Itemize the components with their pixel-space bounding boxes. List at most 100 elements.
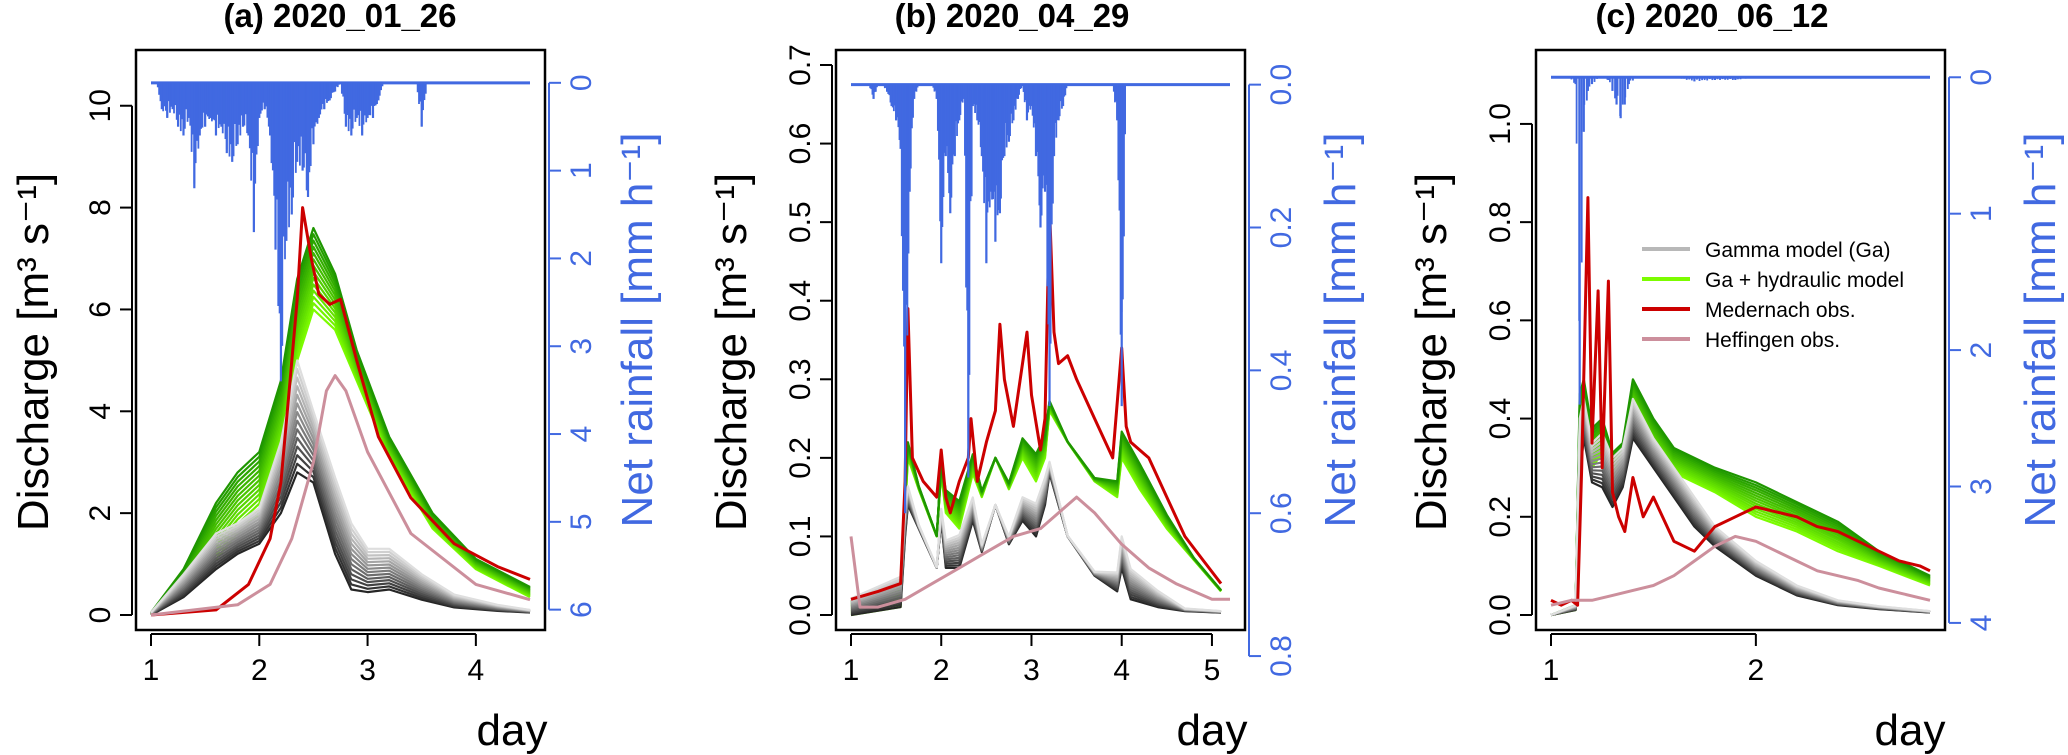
- panel-b-y2-tick-label-0.4: 0.4: [1265, 349, 1298, 391]
- panel-c-observations: [1550, 196, 1931, 607]
- panel-a-hydraulic-member-14: [150, 226, 531, 614]
- panel-c-y2-tick-label-4: 4: [1965, 615, 1998, 632]
- panel-b-y-tick-label-0.3: 0.3: [784, 358, 817, 400]
- panel-a-rainfall-bars: [151, 81, 530, 382]
- panel-c-plot-frame: [1534, 48, 1947, 632]
- panel-c-y-label: Discharge [m³ s⁻¹]: [1407, 173, 1456, 531]
- legend-medernach-label: Medernach obs.: [1705, 299, 1856, 322]
- panel-b-y2-label: Net rainfall [mm h⁻¹]: [1316, 133, 1365, 528]
- panel-a-y2-tick-label-5: 5: [565, 513, 598, 530]
- panel-a-y2-tick-label-6: 6: [565, 601, 598, 618]
- panel-c-y2-axis: 0 1 2 3 4: [1948, 69, 1998, 632]
- panel-a-heffingen-line: [150, 374, 531, 617]
- panel-b-x-tick-label-3: 3: [1023, 654, 1040, 687]
- panel-a-y-tick-label-4: 4: [84, 403, 117, 420]
- panel-b-y-tick-label-0: 0.0: [784, 594, 817, 636]
- panel-a-y2-tick-label-0: 0: [565, 74, 598, 91]
- panel-c-x-tick-label-2: 2: [1748, 654, 1765, 687]
- panel-a-y-tick-label-2: 2: [84, 505, 117, 522]
- panel-b-y2-tick-label-0.6: 0.6: [1265, 492, 1298, 534]
- panel-a-gamma-member-6: [150, 428, 531, 615]
- panel-c-y2-tick-label-2: 2: [1965, 342, 1998, 359]
- panel-a-x-axis: 1 2 3 4: [143, 633, 485, 687]
- panel-b-x-tick-label-2: 2: [933, 654, 950, 687]
- panel-a-x-label: day: [477, 706, 548, 755]
- panel-c-medernach-line: [1550, 196, 1931, 607]
- panel-c-y2-tick-label-1: 1: [1965, 205, 1998, 222]
- panel-c-y2-tick-label-3: 3: [1965, 478, 1998, 495]
- legend-gamma-label: Gamma model (Ga): [1705, 239, 1891, 262]
- panel-c-title: (c) 2020_06_12: [1595, 0, 1828, 34]
- panel-b-y-tick-label-0.6: 0.6: [784, 123, 817, 165]
- panel-a-y-tick-label-0: 0: [84, 607, 117, 624]
- panel-a-gamma-member-7: [150, 419, 531, 615]
- panel-c-rainfall-bars: [1551, 75, 1930, 405]
- panel-a-ensembles: [150, 226, 531, 616]
- panel-c-y-tick-label-0.2: 0.2: [1484, 496, 1517, 538]
- panel-b-rainfall-bars: [851, 83, 1230, 514]
- panel-a-y2-tick-label-1: 1: [565, 162, 598, 179]
- panel-a-x-tick-label-2: 2: [251, 654, 268, 687]
- panel-b-y-axis: 0.0 0.1 0.2 0.3 0.4 0.5 0.6 0.7: [784, 44, 833, 636]
- panel-b-gamma-member-14: [850, 460, 1222, 613]
- panel-a-x-tick-label-1: 1: [143, 654, 160, 687]
- panel-b-y-tick-label-0.5: 0.5: [784, 201, 817, 243]
- panel-a-gamma-member-13: [150, 367, 531, 614]
- panel-b-y-tick-label-0.2: 0.2: [784, 437, 817, 479]
- panel-c-y-tick-label-0.8: 0.8: [1484, 201, 1517, 243]
- panel-c-y-axis: 0.0 0.2 0.4 0.6 0.8 1.0: [1484, 103, 1533, 636]
- panel-a-y2-tick-label-2: 2: [565, 250, 598, 267]
- panel-a-gamma-member-5: [150, 436, 531, 616]
- panel-c-y2-tick-label-0: 0: [1965, 69, 1998, 86]
- panel-a-y2-axis: 0 1 2 3 4 5 6: [548, 74, 598, 618]
- legend: Gamma model (Ga) Ga + hydraulic model Me…: [1642, 239, 1904, 352]
- panel-a-y-tick-label-10: 10: [84, 89, 117, 122]
- panel-a-x-tick-label-3: 3: [359, 654, 376, 687]
- panel-a-observations: [150, 206, 531, 617]
- panel-a-x-tick-label-4: 4: [468, 654, 485, 687]
- panel-b-y2-tick-label-0: 0.0: [1265, 64, 1298, 106]
- panel-b-x-tick-label-1: 1: [843, 654, 860, 687]
- legend-heffingen-label: Heffingen obs.: [1705, 329, 1840, 352]
- panel-a-gamma-member-1: [150, 471, 531, 616]
- panel-b-heffingen-line: [849, 495, 1230, 609]
- panel-b-plot-frame: [834, 48, 1247, 632]
- panel-c-ensembles: [1550, 378, 1931, 617]
- panel-a-gamma-member-9: [150, 402, 531, 615]
- panel-b-y-tick-label-0.7: 0.7: [784, 44, 817, 86]
- panel-b-y2-tick-label-0.8: 0.8: [1265, 635, 1298, 677]
- panel-b-title: (b) 2020_04_29: [895, 0, 1130, 34]
- panel-c-y-tick-label-0.6: 0.6: [1484, 299, 1517, 341]
- legend-hydraulic-label: Ga + hydraulic model: [1705, 269, 1904, 292]
- panel-b-x-tick-label-4: 4: [1113, 654, 1130, 687]
- panel-a-gamma-member-11: [150, 385, 531, 614]
- panel-a-gamma-member-10: [150, 393, 531, 614]
- panel-a-y2-label: Net rainfall [mm h⁻¹]: [613, 133, 662, 528]
- panel-a-y-tick-label-8: 8: [84, 199, 117, 216]
- panel-a-title: (a) 2020_01_26: [223, 0, 456, 34]
- panel-b-x-label: day: [1177, 706, 1248, 755]
- panel-b-y-tick-label-0.1: 0.1: [784, 516, 817, 558]
- panel-a-gamma-member-4: [150, 445, 531, 616]
- panel-a-gamma-member-3: [150, 454, 531, 616]
- panel-c-x-tick-label-1: 1: [1543, 654, 1560, 687]
- panel-a-plot-frame: [134, 48, 547, 632]
- panel-a-gamma-member-8: [150, 411, 531, 615]
- panel-a-gamma-member-2: [150, 462, 531, 616]
- panel-b-y2-tick-label-0.2: 0.2: [1265, 207, 1298, 249]
- panel-c-heffingen-line: [1550, 534, 1931, 607]
- panel-a-y2-tick-label-3: 3: [565, 338, 598, 355]
- panel-a-y-axis: 0 2 4 6 8 10: [84, 89, 133, 624]
- panel-c-x-label: day: [1875, 706, 1946, 755]
- panel-a-medernach-line: [150, 206, 531, 617]
- panel-b-observations: [849, 204, 1230, 609]
- panel-c-y-tick-label-1: 1.0: [1484, 103, 1517, 145]
- panel-a-gamma-member-14: [150, 359, 531, 614]
- panel-a-y-tick-label-6: 6: [84, 301, 117, 318]
- panel-a-gamma-member-12: [150, 376, 531, 614]
